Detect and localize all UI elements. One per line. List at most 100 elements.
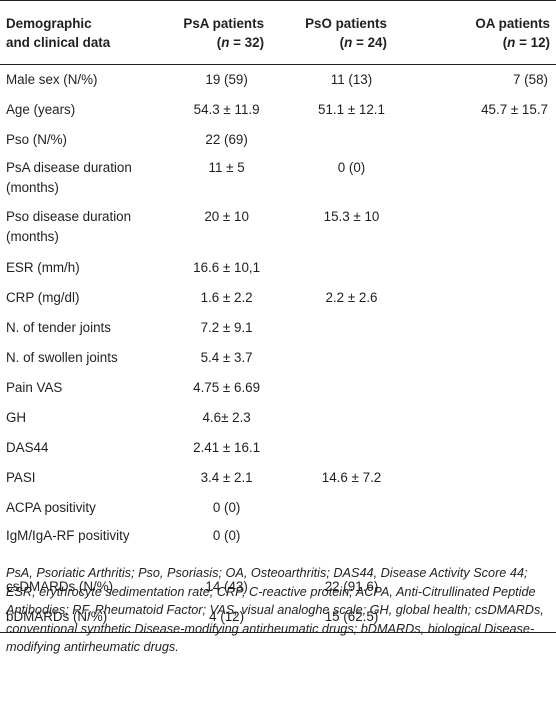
cell-pso: 0 (0)	[337, 159, 366, 175]
cell-pso	[286, 373, 417, 403]
header-demographic-line2: and clinical data	[6, 34, 111, 50]
row-label: CRP (mg/dl)	[6, 289, 80, 305]
row-label: PASI	[6, 469, 36, 485]
table-row: Male sex (N/%) 19 (59) 11 (13) 7 (58)	[0, 64, 556, 95]
cell-oa	[417, 463, 556, 493]
cell-pso: 22 (91.6)	[324, 578, 379, 594]
header-row: Demographic and clinical data PsA patien…	[0, 0, 556, 65]
cell-oa	[417, 313, 556, 343]
cell-psa: 0 (0)	[212, 527, 241, 543]
cell-pso	[286, 343, 417, 373]
cell-psa: 4 (12)	[167, 601, 287, 633]
cell-pso: 14.6 ± 7.2	[321, 469, 382, 485]
table-footnote: PsA, Psoriatic Arthritis; Pso, Psoriasis…	[6, 566, 544, 654]
table-row: ACPA positivity 0 (0)	[0, 493, 556, 523]
cell-pso	[286, 125, 417, 155]
cell-oa	[417, 283, 556, 313]
row-label: ACPA positivity	[6, 499, 96, 515]
row-label: IgM/IgA-RF positivity	[6, 527, 130, 543]
header-pso-eq: =	[352, 34, 368, 50]
cell-psa: 16.6 ± 10,1	[193, 259, 261, 275]
table-row: ESR (mm/h) 16.6 ± 10,1	[0, 253, 556, 283]
cell-psa: 54.3 ± 11.9	[193, 101, 260, 117]
cell-oa	[417, 433, 556, 463]
header-pso: PsO patients (n = 24)	[286, 0, 417, 65]
header-oa: OA patients (n = 12)	[416, 0, 556, 65]
table-row: Pso (N/%) 22 (69)	[0, 125, 556, 155]
header-demographic: Demographic and clinical data	[0, 0, 168, 65]
header-pso-n-symbol: n	[344, 34, 353, 50]
cell-psa: 3.4 ± 2.1	[200, 469, 253, 485]
table-row: N. of swollen joints 5.4 ± 3.7	[0, 343, 556, 373]
cell-oa	[417, 373, 556, 403]
row-label: GH	[6, 409, 27, 425]
row-label: PsA disease duration (months)	[6, 159, 132, 195]
table-row: Pso disease duration (months) 20 ± 10 15.3…	[0, 204, 556, 253]
row-label: Pso (N/%)	[6, 131, 68, 147]
cell-oa	[417, 343, 556, 373]
table-row: Age (years) 54.3 ± 11.9 51.1 ± 12.1 45.7 ± …	[0, 95, 556, 125]
cell-psa: 1.6 ± 2.2	[200, 289, 253, 305]
cell-psa: 4.6± 2.3	[202, 409, 251, 425]
header-psa-n-value: 32	[244, 34, 260, 50]
row-label: Pain VAS	[6, 379, 63, 395]
table-row: N. of tender joints 7.2 ± 9.1	[0, 313, 556, 343]
row-label: bDMARDs (N/%)	[0, 601, 168, 633]
header-pso-n-value: 24	[367, 34, 383, 50]
row-label: N. of swollen joints	[6, 349, 118, 365]
cell-psa: 0 (0)	[212, 499, 241, 515]
cell-pso	[286, 253, 417, 283]
table-row: csDMARDs (N/%) 14 (43) 22 (91.6)	[0, 572, 556, 602]
cell-pso: 51.1 ± 12.1	[318, 101, 385, 117]
row-label: csDMARDs (N/%)	[6, 578, 114, 594]
cell-psa: 14 (43)	[205, 578, 248, 594]
demographics-table: Demographic and clinical data PsA patien…	[0, 0, 556, 633]
header-psa: PsA patients (n = 32)	[167, 0, 287, 65]
cell-pso: 11 (13)	[330, 71, 373, 87]
cell-pso: 2.2 ± 2.6	[325, 289, 378, 305]
cell-pso	[286, 403, 417, 433]
row-label: N. of tender joints	[6, 319, 111, 335]
cell-oa	[417, 204, 556, 253]
cell-pso	[286, 493, 417, 523]
table-row: PASI 3.4 ± 2.1 14.6 ± 7.2	[0, 463, 556, 493]
cell-psa: 20 ± 10	[204, 208, 249, 224]
cell-oa	[416, 601, 556, 633]
table-row: IgM/IgA-RF positivity 0 (0)	[0, 523, 556, 572]
row-label: ESR (mm/h)	[6, 259, 80, 275]
cell-pso	[286, 313, 417, 343]
header-oa-n-value: 12	[530, 34, 546, 50]
cell-psa: 5.4 ± 3.7	[200, 349, 253, 365]
cell-pso	[286, 433, 417, 463]
header-oa-n-symbol: n	[507, 34, 516, 50]
cell-oa	[417, 403, 556, 433]
header-psa-label: PsA patients	[183, 15, 265, 31]
cell-oa	[417, 125, 556, 155]
table-row: CRP (mg/dl) 1.6 ± 2.2 2.2 ± 2.6	[0, 283, 556, 313]
table-row: DAS44 2.41 ± 16.1	[0, 433, 556, 463]
table-body: Male sex (N/%) 19 (59) 11 (13) 7 (58) Age (y…	[0, 64, 556, 633]
row-label: Male sex (N/%)	[6, 71, 98, 87]
cell-oa	[417, 493, 556, 523]
table-row: PsA disease duration (months) 11 ± 5 0 (0)	[0, 155, 556, 204]
cell-psa: 7.2 ± 9.1	[200, 319, 253, 335]
row-label: Age (years)	[6, 101, 76, 117]
header-oa-label: OA patients	[475, 15, 550, 31]
row-label: Pso disease duration (months)	[6, 208, 132, 244]
cell-psa: 19 (59)	[205, 71, 248, 87]
cell-psa: 4.75 ± 6.69	[193, 379, 261, 395]
header-demographic-line1: Demographic	[6, 15, 92, 31]
cell-psa: 2.41 ± 16.1	[193, 439, 261, 455]
cell-pso: 15.3 ± 10	[323, 208, 380, 224]
cell-pso: 15 (62.5)	[286, 601, 417, 633]
header-psa-n-symbol: n	[221, 34, 230, 50]
row-label: DAS44	[6, 439, 49, 455]
header-oa-eq: =	[515, 34, 531, 50]
table-row: GH 4.6± 2.3	[0, 403, 556, 433]
table-row: Pain VAS 4.75 ± 6.69	[0, 373, 556, 403]
header-pso-label: PsO patients	[305, 15, 387, 31]
cell-oa	[417, 253, 556, 283]
cell-psa: 11 ± 5	[208, 159, 245, 175]
cell-oa: 45.7 ± 15.7	[481, 101, 548, 117]
